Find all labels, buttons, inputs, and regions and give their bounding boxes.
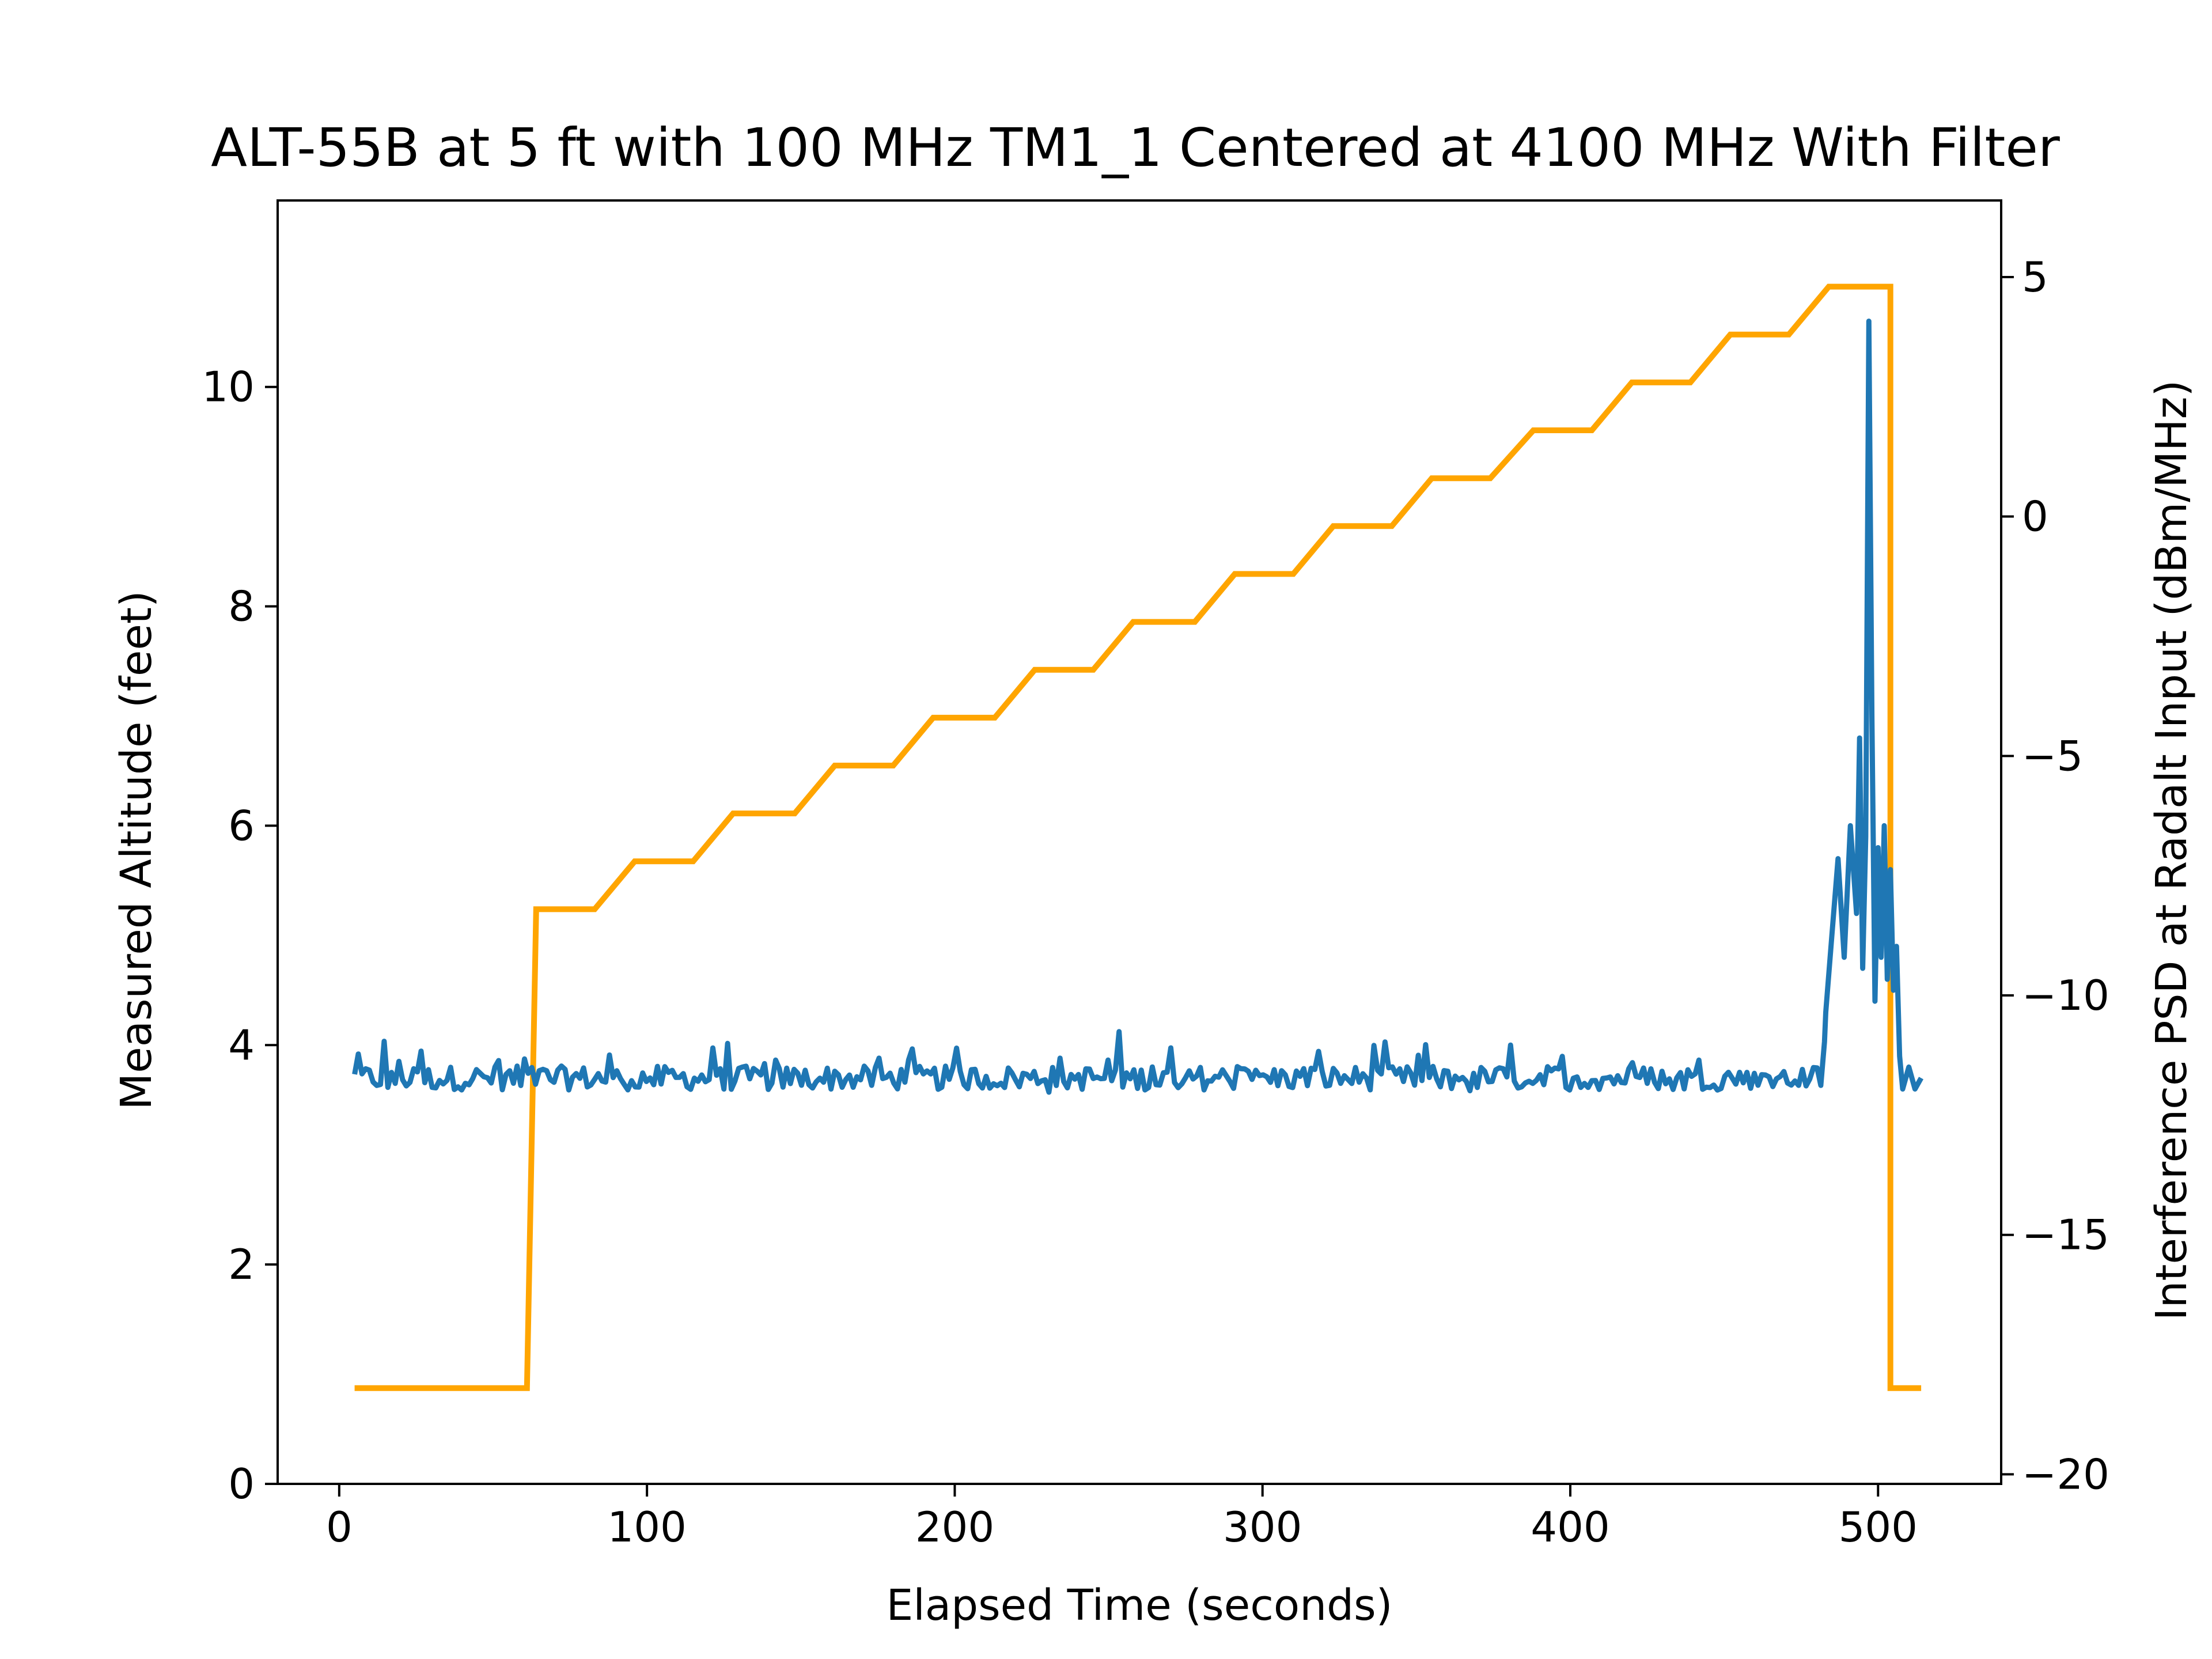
series-layer (352, 283, 1924, 1391)
x-tick-label: 500 (1839, 1503, 1918, 1551)
y-tick-label: 2 (228, 1240, 255, 1289)
y2-axis-label: Interference PSD at Radalt Input (dBm/MH… (2147, 380, 2196, 1321)
y-tick-label: 4 (228, 1021, 255, 1069)
x-tick-label: 200 (915, 1503, 994, 1551)
y2-tick-label: −15 (2022, 1211, 2109, 1259)
axes-layer: 0 100 200 300 400 500 0 2 4 6 8 10 −20 −15 −10 −5 0 5 (202, 199, 2109, 1551)
y2-tick-label: −20 (2022, 1450, 2109, 1498)
y2-tick-label: −5 (2022, 732, 2083, 780)
altitude-line (352, 319, 1924, 1095)
x-axis-label: Elapsed Time (seconds) (886, 1581, 1392, 1630)
y-tick-label: 0 (228, 1460, 255, 1508)
x-tick-label: 300 (1223, 1503, 1302, 1551)
y-tick-label: 10 (202, 363, 255, 411)
x-tick-label: 0 (326, 1503, 353, 1551)
psd-step-line (354, 283, 1922, 1391)
chart-title: ALT-55B at 5 ft with 100 MHz TM1_1 Cente… (211, 117, 2060, 179)
x-tick-label: 100 (607, 1503, 686, 1551)
y-tick-label: 8 (228, 582, 255, 631)
plot-frame (276, 199, 2002, 1485)
y2-tick-label: −10 (2022, 971, 2109, 1020)
y-tick-label: 6 (228, 801, 255, 850)
y2-tick-label: 0 (2022, 493, 2048, 541)
y2-tick-label: 5 (2022, 253, 2048, 301)
y-axis-label: Measured Altitude (feet) (112, 590, 161, 1110)
x-tick-label: 400 (1531, 1503, 1609, 1551)
